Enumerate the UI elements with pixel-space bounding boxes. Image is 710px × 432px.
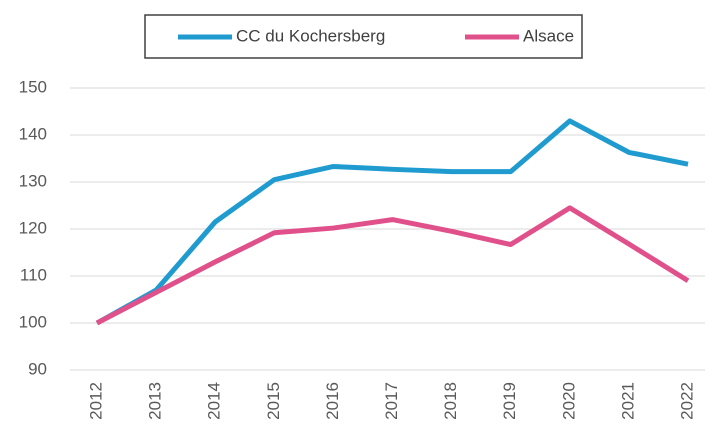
series-line xyxy=(95,205,690,326)
y-tick-label: 130 xyxy=(19,171,47,190)
y-tick-label: 90 xyxy=(28,359,47,378)
x-tick-label: 2015 xyxy=(264,382,283,420)
x-tick-label: 2016 xyxy=(323,382,342,420)
x-tick-label: 2020 xyxy=(559,382,578,420)
x-tick-label: 2019 xyxy=(500,382,519,420)
series-line xyxy=(95,118,689,326)
x-tick-label: 2017 xyxy=(382,382,401,420)
x-tick-label: 2022 xyxy=(677,382,696,420)
x-tick-label: 2021 xyxy=(618,382,637,420)
y-tick-label: 120 xyxy=(19,218,47,237)
y-tick-label: 150 xyxy=(19,77,47,96)
x-tick-label: 2018 xyxy=(441,382,460,420)
y-tick-label: 100 xyxy=(19,312,47,331)
x-tick-label: 2014 xyxy=(205,382,224,420)
legend-label: CC du Kochersberg xyxy=(236,26,385,45)
legend-label: Alsace xyxy=(523,26,574,45)
x-tick-label: 2013 xyxy=(146,382,165,420)
y-tick-label: 140 xyxy=(19,124,47,143)
x-tick-label: 2012 xyxy=(86,382,105,420)
y-tick-label: 110 xyxy=(20,265,47,284)
